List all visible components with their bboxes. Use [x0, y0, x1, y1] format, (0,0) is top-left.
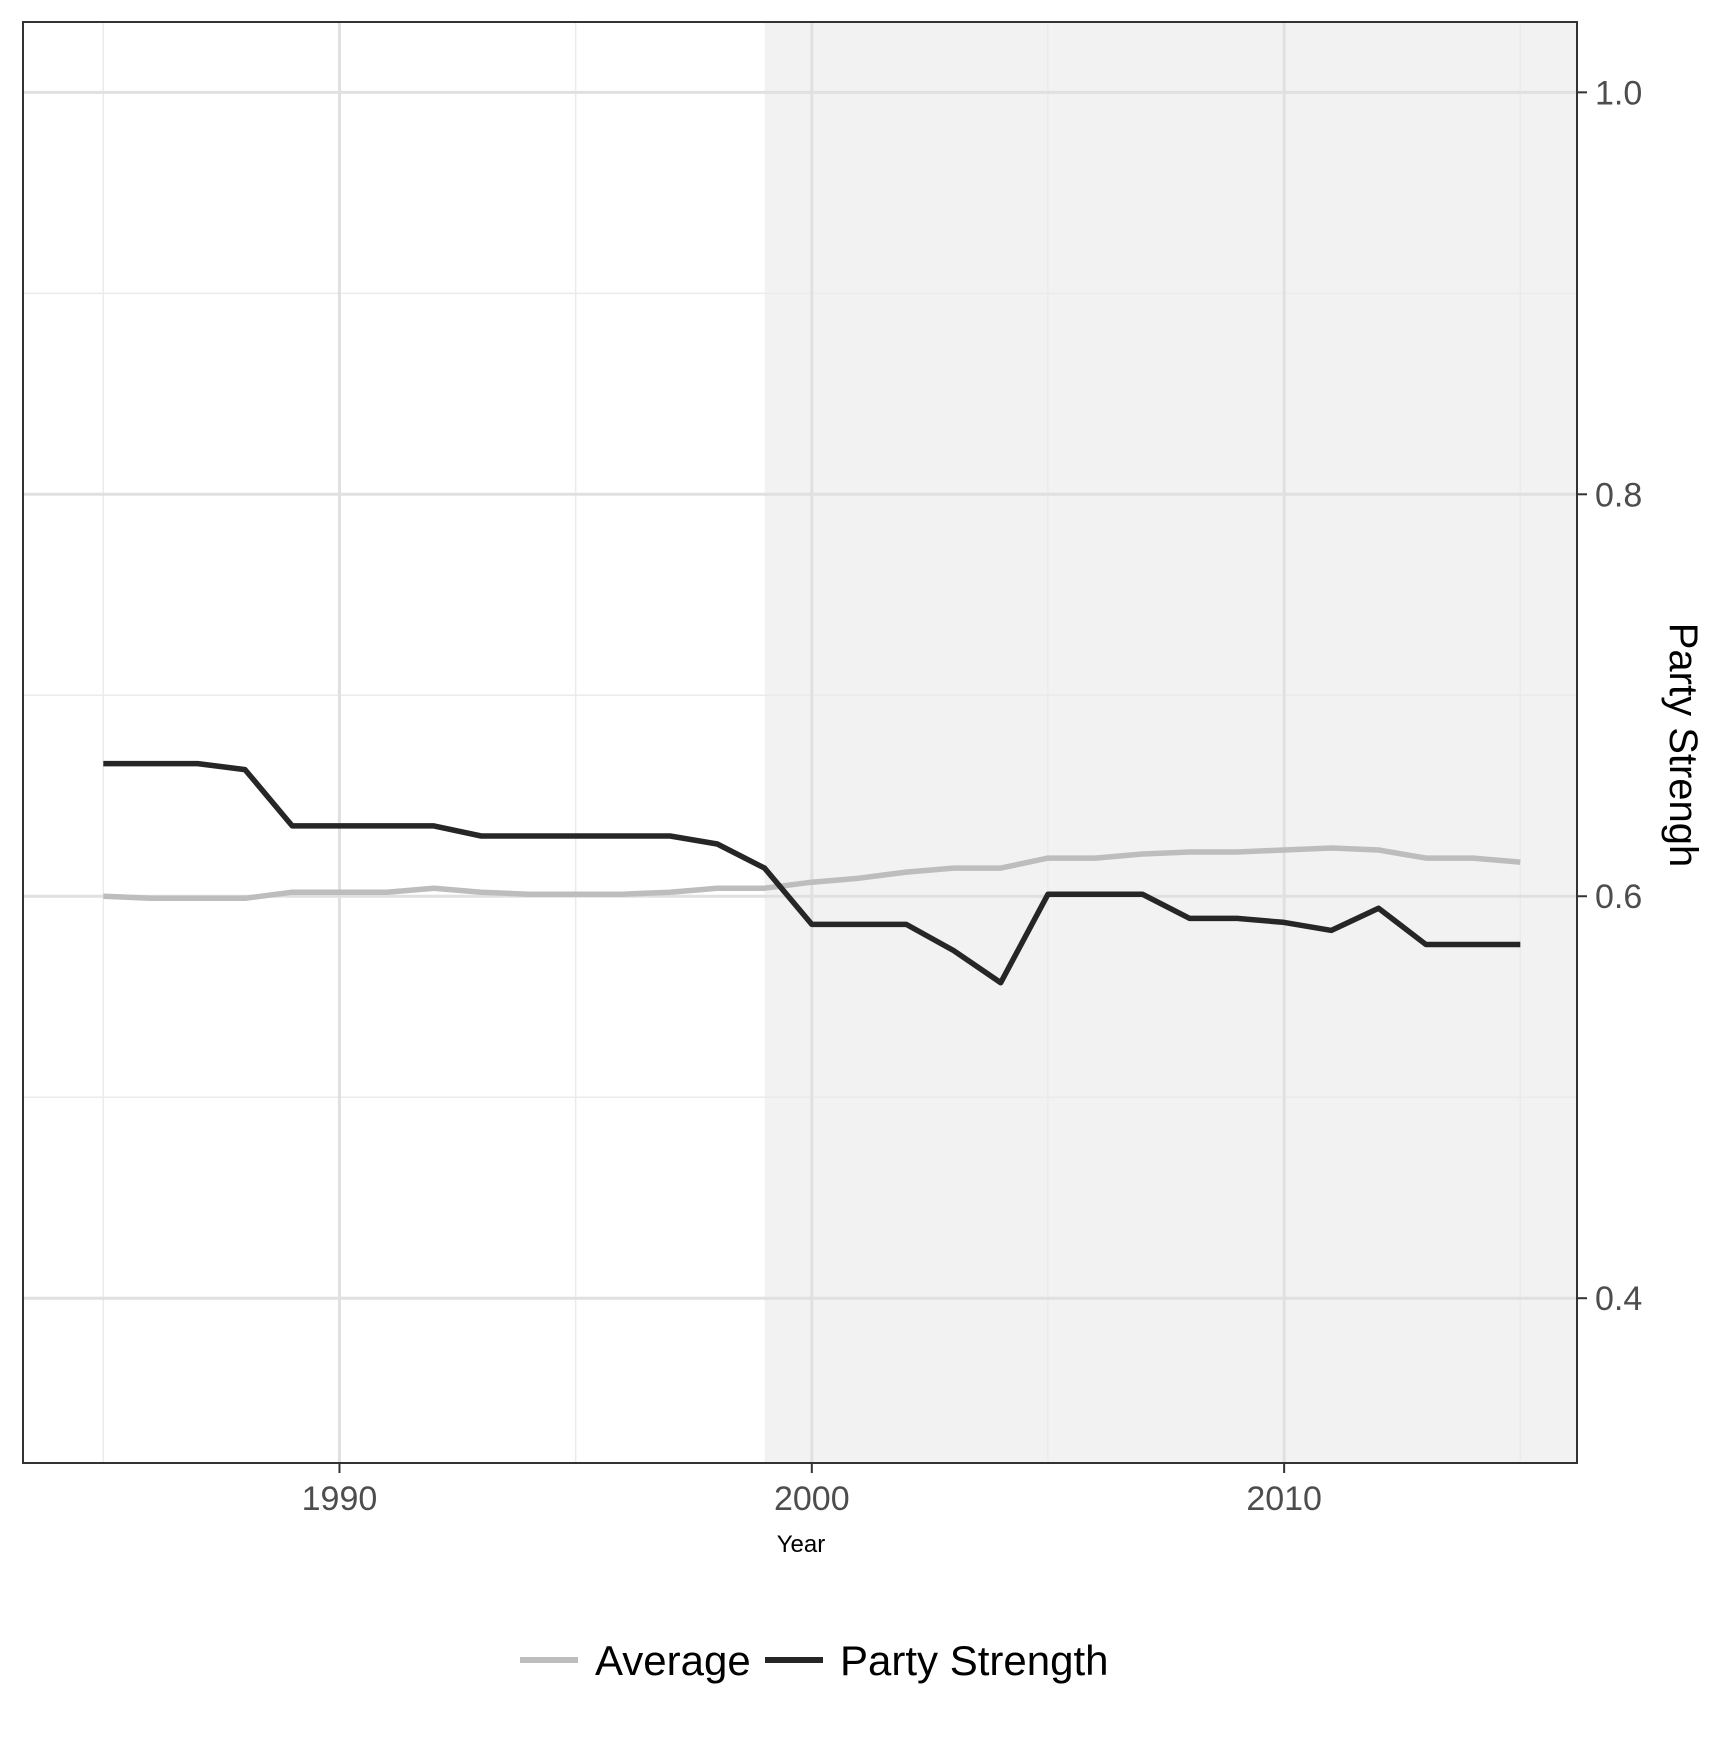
- shaded-period-region: [764, 22, 1577, 1463]
- legend-label-1: Average: [595, 1637, 751, 1684]
- y-tick-label: 1.0: [1595, 74, 1642, 112]
- legend: Average Party Strength: [520, 1637, 1108, 1684]
- x-tick-label: 1990: [302, 1480, 378, 1518]
- y-tick-label: 0.8: [1595, 476, 1642, 514]
- plot-area: [23, 22, 1577, 1463]
- y-tick-label: 0.6: [1595, 878, 1642, 916]
- x-tick-label: 2000: [774, 1480, 850, 1518]
- series-line-1: [103, 845, 1521, 902]
- y-tick-label: 0.4: [1595, 1280, 1642, 1318]
- axes: 1990 2000 2010 0.4 0.6 0.8 1.0: [22, 21, 1642, 1518]
- series-line-2: [103, 760, 1521, 986]
- x-axis-title: Year: [777, 1531, 826, 1558]
- x-tick-label: 2010: [1246, 1480, 1322, 1518]
- legend-label-2: Party Strength: [840, 1637, 1108, 1684]
- y-axis-title: Party Strengh: [1661, 623, 1705, 868]
- panel-border: [22, 21, 1578, 1464]
